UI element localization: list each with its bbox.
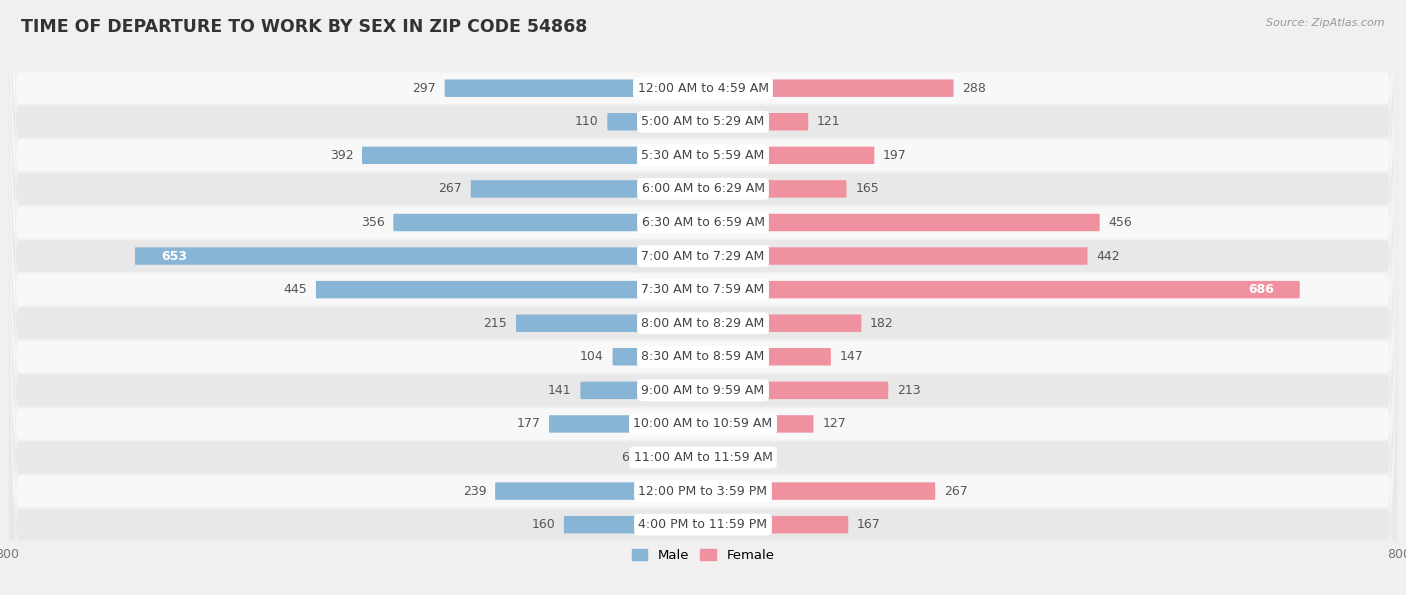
FancyBboxPatch shape [361, 146, 703, 164]
Text: 267: 267 [943, 484, 967, 497]
Text: 213: 213 [897, 384, 921, 397]
Text: 239: 239 [463, 484, 486, 497]
FancyBboxPatch shape [8, 137, 1398, 595]
Text: 104: 104 [581, 350, 603, 364]
FancyBboxPatch shape [703, 113, 808, 130]
Text: 5:30 AM to 5:59 AM: 5:30 AM to 5:59 AM [641, 149, 765, 162]
Legend: Male, Female: Male, Female [626, 544, 780, 568]
Text: TIME OF DEPARTURE TO WORK BY SEX IN ZIP CODE 54868: TIME OF DEPARTURE TO WORK BY SEX IN ZIP … [21, 18, 588, 36]
Text: 6:00 AM to 6:29 AM: 6:00 AM to 6:29 AM [641, 183, 765, 195]
FancyBboxPatch shape [8, 70, 1398, 595]
Text: 5:00 AM to 5:29 AM: 5:00 AM to 5:29 AM [641, 115, 765, 129]
FancyBboxPatch shape [516, 315, 703, 332]
FancyBboxPatch shape [564, 516, 703, 533]
FancyBboxPatch shape [8, 37, 1398, 595]
FancyBboxPatch shape [8, 0, 1398, 595]
Text: 121: 121 [817, 115, 841, 129]
FancyBboxPatch shape [703, 516, 848, 533]
Text: 392: 392 [329, 149, 353, 162]
Text: 215: 215 [484, 317, 508, 330]
FancyBboxPatch shape [8, 104, 1398, 595]
Text: 66: 66 [621, 451, 637, 464]
FancyBboxPatch shape [8, 0, 1398, 509]
FancyBboxPatch shape [703, 315, 862, 332]
Text: 165: 165 [855, 183, 879, 195]
Text: 182: 182 [870, 317, 894, 330]
Text: 297: 297 [412, 82, 436, 95]
Text: 8:30 AM to 8:59 AM: 8:30 AM to 8:59 AM [641, 350, 765, 364]
FancyBboxPatch shape [135, 248, 703, 265]
FancyBboxPatch shape [495, 483, 703, 500]
FancyBboxPatch shape [8, 3, 1398, 595]
FancyBboxPatch shape [8, 0, 1398, 595]
FancyBboxPatch shape [703, 180, 846, 198]
Text: 442: 442 [1097, 249, 1119, 262]
FancyBboxPatch shape [703, 80, 953, 97]
Text: 686: 686 [1247, 283, 1274, 296]
FancyBboxPatch shape [613, 348, 703, 365]
FancyBboxPatch shape [703, 146, 875, 164]
FancyBboxPatch shape [703, 214, 1099, 231]
FancyBboxPatch shape [471, 180, 703, 198]
Text: 445: 445 [284, 283, 307, 296]
FancyBboxPatch shape [703, 348, 831, 365]
FancyBboxPatch shape [645, 449, 703, 466]
FancyBboxPatch shape [8, 0, 1398, 576]
Text: 12:00 PM to 3:59 PM: 12:00 PM to 3:59 PM [638, 484, 768, 497]
Text: 288: 288 [962, 82, 986, 95]
FancyBboxPatch shape [8, 0, 1398, 595]
FancyBboxPatch shape [8, 0, 1398, 543]
Text: 7:00 AM to 7:29 AM: 7:00 AM to 7:29 AM [641, 249, 765, 262]
Text: 127: 127 [823, 418, 846, 430]
Text: 167: 167 [858, 518, 880, 531]
Text: 47: 47 [752, 451, 769, 464]
Text: 7:30 AM to 7:59 AM: 7:30 AM to 7:59 AM [641, 283, 765, 296]
Text: 197: 197 [883, 149, 907, 162]
FancyBboxPatch shape [581, 381, 703, 399]
Text: 11:00 AM to 11:59 AM: 11:00 AM to 11:59 AM [634, 451, 772, 464]
Text: 12:00 AM to 4:59 AM: 12:00 AM to 4:59 AM [637, 82, 769, 95]
FancyBboxPatch shape [703, 248, 1087, 265]
Text: 8:00 AM to 8:29 AM: 8:00 AM to 8:29 AM [641, 317, 765, 330]
Text: 110: 110 [575, 115, 599, 129]
Text: 6:30 AM to 6:59 AM: 6:30 AM to 6:59 AM [641, 216, 765, 229]
FancyBboxPatch shape [316, 281, 703, 298]
FancyBboxPatch shape [8, 0, 1398, 595]
Text: 356: 356 [361, 216, 385, 229]
Text: 653: 653 [162, 249, 187, 262]
FancyBboxPatch shape [703, 449, 744, 466]
Text: 10:00 AM to 10:59 AM: 10:00 AM to 10:59 AM [634, 418, 772, 430]
FancyBboxPatch shape [8, 0, 1398, 595]
FancyBboxPatch shape [703, 281, 1299, 298]
Text: 141: 141 [548, 384, 572, 397]
FancyBboxPatch shape [548, 415, 703, 433]
Text: Source: ZipAtlas.com: Source: ZipAtlas.com [1267, 18, 1385, 28]
FancyBboxPatch shape [607, 113, 703, 130]
Text: 160: 160 [531, 518, 555, 531]
Text: 4:00 PM to 11:59 PM: 4:00 PM to 11:59 PM [638, 518, 768, 531]
Text: 9:00 AM to 9:59 AM: 9:00 AM to 9:59 AM [641, 384, 765, 397]
FancyBboxPatch shape [703, 483, 935, 500]
Text: 267: 267 [439, 183, 463, 195]
FancyBboxPatch shape [394, 214, 703, 231]
FancyBboxPatch shape [703, 415, 814, 433]
Text: 147: 147 [839, 350, 863, 364]
FancyBboxPatch shape [444, 80, 703, 97]
Text: 456: 456 [1108, 216, 1132, 229]
FancyBboxPatch shape [8, 0, 1398, 475]
FancyBboxPatch shape [703, 381, 889, 399]
Text: 177: 177 [516, 418, 540, 430]
